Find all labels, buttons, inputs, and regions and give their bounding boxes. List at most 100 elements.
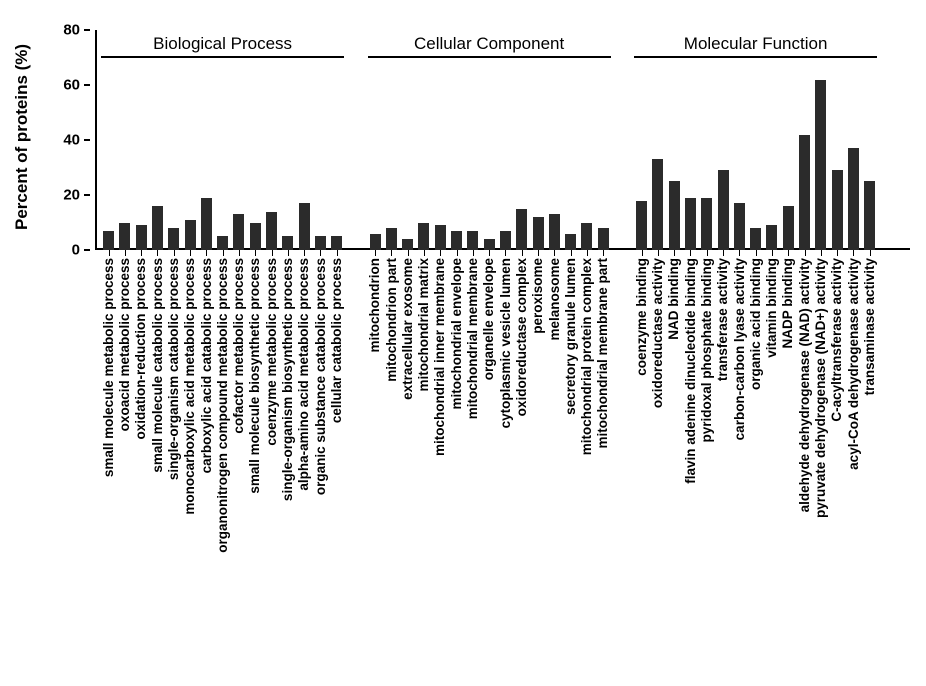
x-tick-mark xyxy=(424,250,425,256)
go-bar-chart: Percent of proteins (%) 020406080 Biolog… xyxy=(0,0,926,686)
x-tick-mark xyxy=(805,250,806,256)
bar xyxy=(299,203,310,250)
x-axis-label: carbon-carbon lyase activity xyxy=(732,258,747,440)
bar xyxy=(119,223,130,251)
x-tick-mark xyxy=(320,250,321,256)
x-axis-label: organic acid binding xyxy=(748,258,763,390)
y-tick-mark xyxy=(84,29,90,31)
bar xyxy=(652,159,663,250)
y-tick-label: 80 xyxy=(63,22,80,39)
x-axis-label: carboxylic acid catabolic process xyxy=(199,258,214,473)
bar xyxy=(533,217,544,250)
x-tick-mark xyxy=(255,250,256,256)
x-axis-label: mitochondrion xyxy=(367,258,382,353)
x-tick-mark xyxy=(690,250,691,256)
x-tick-mark xyxy=(304,250,305,256)
y-tick-label: 40 xyxy=(63,132,80,149)
x-tick-mark xyxy=(772,250,773,256)
x-tick-mark xyxy=(587,250,588,256)
x-tick-mark xyxy=(457,250,458,256)
x-axis-label: transferase activity xyxy=(715,258,730,381)
bar xyxy=(516,209,527,250)
bar xyxy=(669,181,680,250)
x-tick-mark xyxy=(125,250,126,256)
bar xyxy=(370,234,381,251)
x-axis-label: peroxisome xyxy=(530,258,545,334)
bar xyxy=(598,228,609,250)
x-tick-mark xyxy=(571,250,572,256)
y-tick-label: 0 xyxy=(72,242,80,259)
x-axis-label: mitochondrial envelope xyxy=(449,258,464,410)
bar xyxy=(418,223,429,251)
x-axis-label: mitochondrial protein complex xyxy=(579,258,594,455)
x-tick-mark xyxy=(554,250,555,256)
x-tick-mark xyxy=(109,250,110,256)
x-tick-mark xyxy=(788,250,789,256)
x-tick-mark xyxy=(505,250,506,256)
x-tick-mark xyxy=(206,250,207,256)
y-tick-mark xyxy=(84,139,90,141)
bar xyxy=(581,223,592,251)
x-axis-label: pyridoxal phosphate binding xyxy=(699,258,714,443)
x-axis-label: acyl-CoA dehydrogenase activity xyxy=(846,258,861,470)
bar xyxy=(168,228,179,250)
x-axis-label: alpha-amino acid metabolic process xyxy=(296,258,311,491)
bar xyxy=(484,239,495,250)
x-tick-mark xyxy=(190,250,191,256)
bar xyxy=(386,228,397,250)
bar xyxy=(718,170,729,250)
x-axis-label: single-organism biosynthetic process xyxy=(280,258,295,501)
bar xyxy=(315,236,326,250)
x-axis-label: small molecule biosynthetic process xyxy=(247,258,262,494)
x-axis-label: C-acyltransferase activity xyxy=(829,258,844,422)
bar xyxy=(152,206,163,250)
x-tick-mark xyxy=(391,250,392,256)
bar xyxy=(832,170,843,250)
x-tick-mark xyxy=(707,250,708,256)
x-axis-label: coenzyme metabolic process xyxy=(264,258,279,446)
x-axis-label: mitochondrial inner membrane xyxy=(432,258,447,456)
x-tick-mark xyxy=(674,250,675,256)
x-axis-label: vitamin binding xyxy=(764,258,779,358)
category-header-line xyxy=(101,56,344,58)
x-axis-label: melanosome xyxy=(547,258,562,341)
x-tick-mark xyxy=(272,250,273,256)
x-tick-mark xyxy=(223,250,224,256)
x-tick-mark xyxy=(288,250,289,256)
x-axis-label: transaminase activity xyxy=(862,258,877,395)
bar xyxy=(103,231,114,250)
x-axis-label: pyruvate dehydrogenase (NAD+) activity xyxy=(813,258,828,518)
x-tick-mark xyxy=(337,250,338,256)
x-tick-mark xyxy=(408,250,409,256)
bar xyxy=(201,198,212,250)
bar xyxy=(331,236,342,250)
x-axis-label: oxidoreductase complex xyxy=(514,258,529,416)
x-axis-label: cellular catabolic process xyxy=(329,258,344,423)
x-axis-label: oxidation-reduction process xyxy=(133,258,148,440)
x-axis-label: NADP binding xyxy=(780,258,795,349)
bar xyxy=(266,212,277,251)
x-tick-mark xyxy=(821,250,822,256)
x-tick-mark xyxy=(239,250,240,256)
x-axis-label: oxidoreductase activity xyxy=(650,258,665,408)
category-header-label: Cellular Component xyxy=(370,34,609,54)
bar xyxy=(500,231,511,250)
x-tick-mark xyxy=(522,250,523,256)
x-axis-label: mitochondrial matrix xyxy=(416,258,431,392)
bar xyxy=(217,236,228,250)
plot-area: Biological ProcessCellular ComponentMole… xyxy=(95,30,910,250)
bar xyxy=(467,231,478,250)
y-tick-label: 20 xyxy=(63,187,80,204)
category-header-label: Biological Process xyxy=(103,34,342,54)
y-tick-mark xyxy=(84,84,90,86)
bar xyxy=(435,225,446,250)
y-tick-label: 60 xyxy=(63,77,80,94)
x-axis-label: coenzyme binding xyxy=(634,258,649,376)
x-tick-mark xyxy=(870,250,871,256)
x-tick-mark xyxy=(658,250,659,256)
x-axis-label: oxoacid metabolic process xyxy=(117,258,132,431)
x-axis-label: flavin adenine dinucleotide binding xyxy=(683,258,698,484)
bar xyxy=(402,239,413,250)
bar xyxy=(136,225,147,250)
x-axis-label: organelle envelope xyxy=(481,258,496,380)
